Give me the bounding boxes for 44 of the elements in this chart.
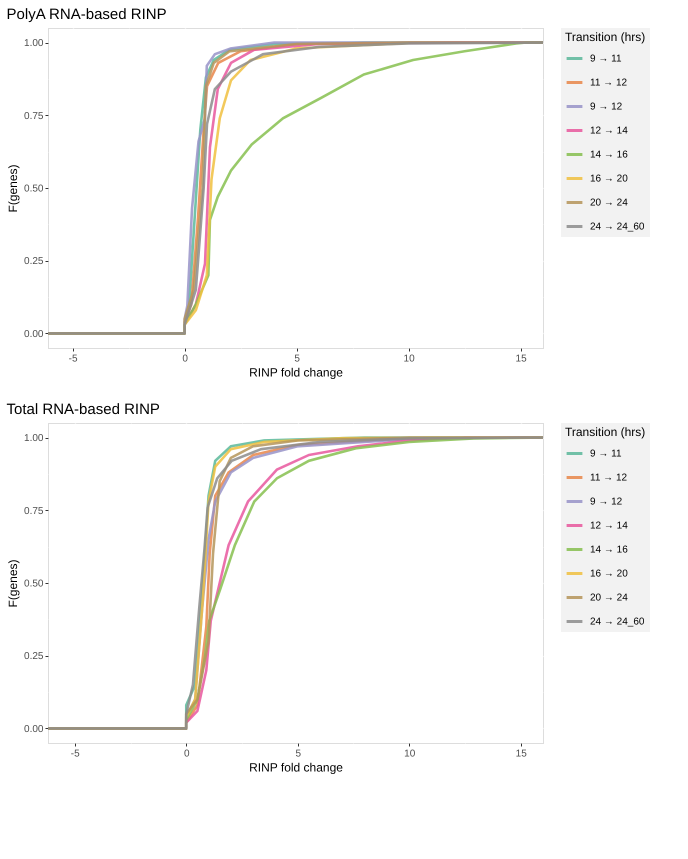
legend-label: 12 → 14 bbox=[590, 520, 628, 532]
legend-label: 9 → 12 bbox=[590, 102, 623, 112]
y-tick-label: 0.50 bbox=[24, 578, 44, 590]
legend-label: 9 → 11 bbox=[590, 54, 622, 64]
x-tick-label: 10 bbox=[404, 748, 416, 760]
x-tick-label: 0 bbox=[182, 354, 188, 364]
x-tick-label: 10 bbox=[404, 354, 416, 364]
y-tick-label: 0.75 bbox=[24, 506, 44, 517]
chart-title: PolyA RNA-based RINP bbox=[6, 6, 167, 23]
legend-label: 14 → 16 bbox=[590, 150, 628, 160]
y-tick-label: 0.75 bbox=[24, 110, 44, 122]
y-tick-label: 0.25 bbox=[24, 256, 44, 268]
x-tick-label: -5 bbox=[70, 748, 80, 760]
legend-label: 24 → 24_60 bbox=[590, 222, 645, 232]
legend-label: 16 → 20 bbox=[590, 568, 628, 580]
legend-label: 20 → 24 bbox=[590, 592, 628, 604]
x-tick-label: 15 bbox=[516, 748, 528, 760]
legend-label: 24 → 24_60 bbox=[590, 616, 645, 628]
legend-label: 14 → 16 bbox=[590, 544, 628, 556]
legend-label: 12 → 14 bbox=[590, 126, 628, 136]
x-tick-label: 15 bbox=[516, 354, 528, 364]
legend-title: Transition (hrs) bbox=[565, 425, 646, 439]
x-tick-label: 0 bbox=[184, 748, 190, 760]
legend-label: 11 → 12 bbox=[590, 472, 628, 484]
x-tick-label: 5 bbox=[294, 354, 300, 364]
legend-label: 11 → 12 bbox=[590, 78, 628, 88]
y-tick-label: 0.25 bbox=[24, 651, 44, 662]
legend-label: 16 → 20 bbox=[590, 174, 628, 184]
legend-label: 9 → 12 bbox=[590, 496, 623, 508]
chart-title: Total RNA-based RINP bbox=[6, 401, 160, 418]
y-tick-label: 1.00 bbox=[24, 38, 44, 50]
y-tick-label: 0.50 bbox=[24, 184, 44, 194]
legend-title: Transition (hrs) bbox=[565, 30, 646, 44]
x-tick-label: -5 bbox=[68, 354, 78, 364]
x-axis-title: RINP fold change bbox=[249, 366, 344, 380]
y-axis-title: F(genes) bbox=[6, 164, 20, 213]
legend-label: 20 → 24 bbox=[590, 198, 628, 208]
x-axis-title: RINP fold change bbox=[249, 760, 344, 774]
x-tick-label: 5 bbox=[295, 748, 302, 760]
y-tick-label: 0.00 bbox=[24, 328, 44, 340]
y-tick-label: 0.00 bbox=[24, 724, 44, 735]
y-axis-title: F(genes) bbox=[6, 559, 20, 608]
y-tick-label: 1.00 bbox=[24, 433, 44, 444]
legend-label: 9 → 11 bbox=[590, 448, 622, 460]
